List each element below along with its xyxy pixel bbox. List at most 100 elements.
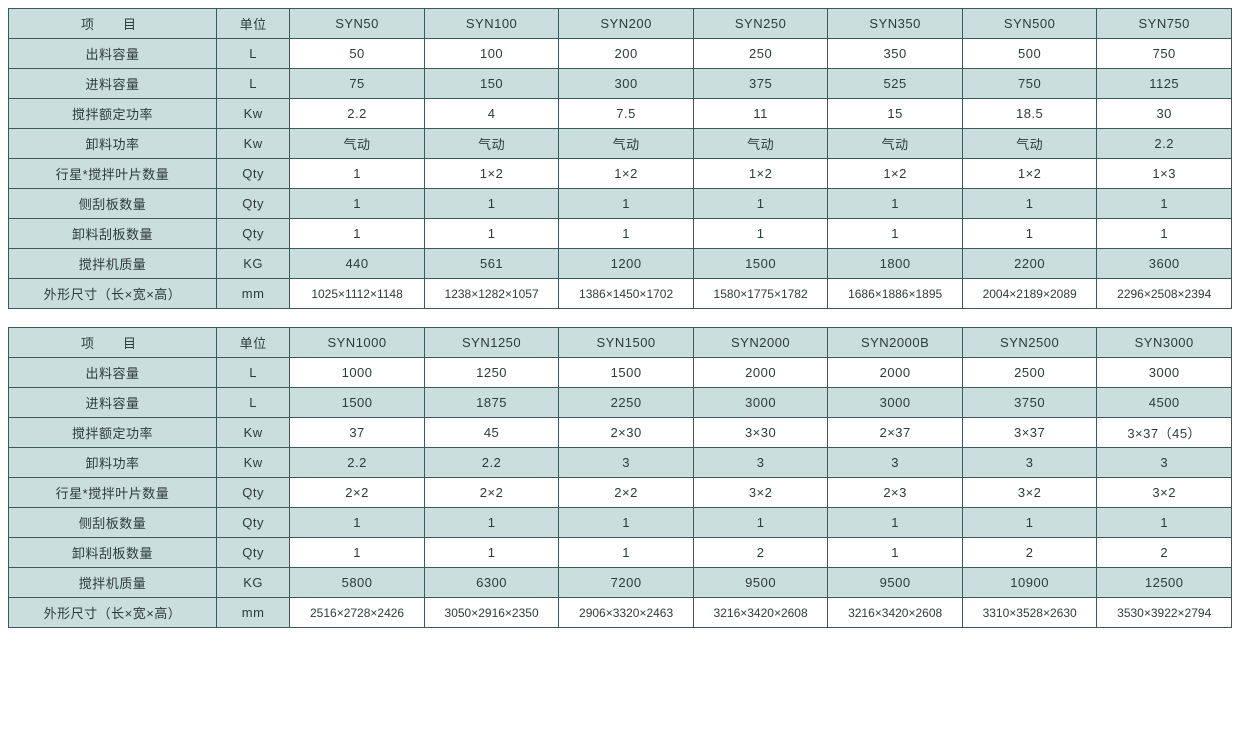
cell-value: 1025×1112×1148 (290, 279, 425, 309)
cell-value: 1 (828, 538, 963, 568)
cell-value: 1 (424, 508, 559, 538)
cell-value: 2906×3320×2463 (559, 598, 694, 628)
row-label: 卸料刮板数量 (9, 219, 217, 249)
cell-value: 2×3 (828, 478, 963, 508)
table-row: 搅拌额定功率Kw37452×303×302×373×373×37（45） (9, 418, 1232, 448)
header-model: SYN750 (1097, 9, 1232, 39)
row-label: 出料容量 (9, 39, 217, 69)
header-model: SYN3000 (1097, 328, 1232, 358)
cell-value: 气动 (828, 129, 963, 159)
row-label: 卸料功率 (9, 129, 217, 159)
cell-value: 3530×3922×2794 (1097, 598, 1232, 628)
cell-value: 18.5 (962, 99, 1097, 129)
cell-value: 2×30 (559, 418, 694, 448)
cell-value: 350 (828, 39, 963, 69)
cell-value: 3×2 (1097, 478, 1232, 508)
row-unit: Kw (216, 99, 289, 129)
cell-value: 2200 (962, 249, 1097, 279)
table-header-row: 项 目 单位 SYN50 SYN100 SYN200 SYN250 SYN350… (9, 9, 1232, 39)
cell-value: 1500 (693, 249, 828, 279)
header-model: SYN100 (424, 9, 559, 39)
table-row: 外形尺寸（长×宽×高）mm2516×2728×24263050×2916×235… (9, 598, 1232, 628)
cell-value: 1 (290, 219, 425, 249)
row-label: 行星*搅拌叶片数量 (9, 478, 217, 508)
table-row: 卸料刮板数量Qty1112122 (9, 538, 1232, 568)
table-row: 搅拌机质量KG580063007200950095001090012500 (9, 568, 1232, 598)
cell-value: 1 (962, 219, 1097, 249)
cell-value: 1 (962, 508, 1097, 538)
table-body: 出料容量L50100200250350500750进料容量L7515030037… (9, 39, 1232, 309)
cell-value: 3×30 (693, 418, 828, 448)
row-label: 搅拌机质量 (9, 249, 217, 279)
cell-value: 2.2 (1097, 129, 1232, 159)
header-unit: 单位 (216, 328, 289, 358)
cell-value: 2×2 (290, 478, 425, 508)
header-label: 项 目 (9, 9, 217, 39)
cell-value: 5800 (290, 568, 425, 598)
cell-value: 1200 (559, 249, 694, 279)
cell-value: 7.5 (559, 99, 694, 129)
spec-table-2: 项 目 单位 SYN1000 SYN1250 SYN1500 SYN2000 S… (8, 327, 1232, 628)
table-row: 侧刮板数量Qty1111111 (9, 508, 1232, 538)
cell-value: 3050×2916×2350 (424, 598, 559, 628)
cell-value: 150 (424, 69, 559, 99)
cell-value: 3000 (1097, 358, 1232, 388)
cell-value: 1 (693, 219, 828, 249)
cell-value: 3 (1097, 448, 1232, 478)
cell-value: 500 (962, 39, 1097, 69)
row-unit: L (216, 358, 289, 388)
header-model: SYN350 (828, 9, 963, 39)
cell-value: 气动 (693, 129, 828, 159)
row-label: 卸料功率 (9, 448, 217, 478)
cell-value: 200 (559, 39, 694, 69)
header-model: SYN2000B (828, 328, 963, 358)
cell-value: 1 (559, 219, 694, 249)
row-unit: L (216, 69, 289, 99)
row-label: 行星*搅拌叶片数量 (9, 159, 217, 189)
row-unit: Kw (216, 448, 289, 478)
cell-value: 375 (693, 69, 828, 99)
cell-value: 2 (1097, 538, 1232, 568)
header-model: SYN500 (962, 9, 1097, 39)
cell-value: 750 (1097, 39, 1232, 69)
cell-value: 1×2 (828, 159, 963, 189)
cell-value: 气动 (424, 129, 559, 159)
cell-value: 1 (290, 189, 425, 219)
table-row: 行星*搅拌叶片数量Qty11×21×21×21×21×21×3 (9, 159, 1232, 189)
cell-value: 1238×1282×1057 (424, 279, 559, 309)
cell-value: 45 (424, 418, 559, 448)
cell-value: 3×2 (962, 478, 1097, 508)
cell-value: 2004×2189×2089 (962, 279, 1097, 309)
header-model: SYN1000 (290, 328, 425, 358)
cell-value: 7200 (559, 568, 694, 598)
cell-value: 1×2 (962, 159, 1097, 189)
cell-value: 1 (290, 538, 425, 568)
cell-value: 气动 (290, 129, 425, 159)
header-model: SYN1500 (559, 328, 694, 358)
cell-value: 525 (828, 69, 963, 99)
cell-value: 100 (424, 39, 559, 69)
row-label: 外形尺寸（长×宽×高） (9, 279, 217, 309)
cell-value: 2×2 (424, 478, 559, 508)
cell-value: 30 (1097, 99, 1232, 129)
row-unit: Qty (216, 219, 289, 249)
row-unit: Qty (216, 189, 289, 219)
cell-value: 1×3 (1097, 159, 1232, 189)
header-label: 项 目 (9, 328, 217, 358)
cell-value: 2500 (962, 358, 1097, 388)
cell-value: 1 (424, 219, 559, 249)
cell-value: 3 (693, 448, 828, 478)
cell-value: 561 (424, 249, 559, 279)
cell-value: 1 (828, 219, 963, 249)
row-label: 搅拌额定功率 (9, 418, 217, 448)
cell-value: 3750 (962, 388, 1097, 418)
cell-value: 1 (1097, 189, 1232, 219)
cell-value: 1 (424, 538, 559, 568)
cell-value: 2.2 (290, 99, 425, 129)
row-label: 侧刮板数量 (9, 189, 217, 219)
cell-value: 1686×1886×1895 (828, 279, 963, 309)
header-model: SYN2500 (962, 328, 1097, 358)
cell-value: 1000 (290, 358, 425, 388)
row-unit: Qty (216, 538, 289, 568)
cell-value: 1×2 (424, 159, 559, 189)
